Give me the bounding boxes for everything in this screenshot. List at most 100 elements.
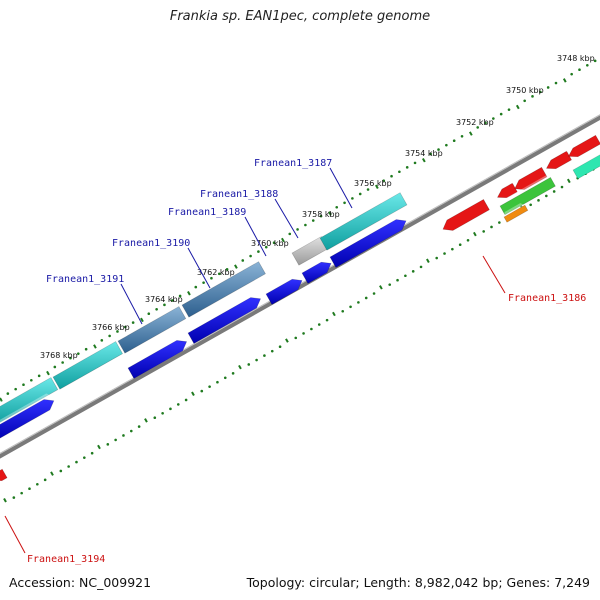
scale-dot [84, 347, 88, 351]
gene-aqua-1-bevel [573, 151, 600, 170]
scale-major-tick [562, 78, 567, 83]
scale-dot [460, 134, 464, 138]
scale-dot [531, 95, 534, 98]
scale-dot [545, 194, 548, 198]
scale-dot [404, 274, 407, 278]
scale-major-tick [281, 237, 285, 243]
scale-dot [310, 327, 313, 331]
gene-blue-2-bevel [128, 334, 184, 368]
topology-stats: Topology: circular; Length: 8,982,042 bp… [246, 575, 590, 590]
scale-major-tick [3, 498, 7, 503]
scale-dot [294, 336, 298, 340]
scale-dot [178, 294, 182, 298]
scale-dot [388, 283, 392, 286]
scale-dot [36, 482, 39, 486]
scale-dot [210, 276, 213, 280]
scale-dot [578, 68, 581, 72]
scale-major-tick [97, 444, 101, 450]
scale-major-tick [50, 471, 54, 476]
scale-major-tick [140, 317, 144, 323]
scale-dot [413, 161, 417, 165]
gene-blue-4 [265, 278, 303, 305]
gene-labels: Franean1_3187 Franean1_3188 Franean1_318… [27, 158, 586, 565]
scale-major-tick [187, 291, 191, 296]
scale-dot [570, 72, 573, 76]
scale-dot [225, 268, 229, 271]
scale-dot [161, 411, 164, 415]
leader-franean1-3194 [4, 515, 26, 554]
gene-aqua-1 [572, 154, 600, 180]
scale-dot [37, 374, 41, 378]
scale-dot [319, 214, 323, 218]
accession-text: Accession: NC_009921 [9, 575, 152, 590]
scale-dot [247, 363, 251, 366]
scale-major-tick [515, 104, 520, 110]
scale-dot [458, 243, 462, 247]
scale-dot [349, 305, 352, 309]
gene-franean1-3194-fwd-bevel [0, 375, 51, 407]
gene-label-franean1-3190: Franean1_3190 [112, 238, 190, 249]
scale-dot [560, 185, 564, 189]
scale-dot [59, 469, 63, 473]
gene-red-5 [567, 134, 600, 158]
gene-red-2-bevel [495, 181, 513, 193]
scale-dot [129, 429, 133, 433]
scale-major-tick [191, 391, 195, 397]
scale-dot [61, 361, 64, 364]
gene-franean1-3189-block [301, 261, 332, 284]
scale-dot [335, 205, 339, 209]
scale-major-tick [46, 370, 50, 376]
scale-dot [357, 301, 360, 304]
scale-dot [490, 225, 493, 229]
scale-dot [170, 299, 174, 302]
scale-dot [20, 491, 23, 495]
gene-red-3 [514, 166, 548, 190]
scale-dot [443, 252, 446, 255]
scale-dot [529, 203, 532, 207]
scale-dot [451, 247, 454, 251]
gene-label-franean1-3187: Franean1_3187 [254, 158, 332, 169]
scale-dot [90, 451, 94, 455]
leader-franean1-3190 [187, 247, 211, 289]
scale-dot [419, 265, 423, 269]
gene-franean1-3188-block-bevel [292, 234, 322, 253]
gene-blue-1-bevel [0, 393, 51, 425]
scale-dot [263, 354, 266, 357]
gene-franean1-3186-block [442, 198, 490, 231]
gene-blue-3 [187, 297, 262, 344]
gene-franean1-3189-block-bevel [302, 256, 329, 273]
scale-dot [100, 339, 104, 342]
scale-dot [123, 325, 127, 329]
scale-major-tick [328, 211, 332, 216]
scale-dot [586, 63, 589, 67]
gene-franean1-3190-block-bevel [182, 259, 259, 305]
gene-blue-2 [127, 340, 188, 379]
scale-dot [546, 86, 550, 89]
scale-dot [593, 59, 597, 63]
gene-orange-1 [503, 204, 529, 223]
gene-green-1 [499, 177, 556, 216]
gene-blue-1 [0, 399, 55, 439]
scale-dot [304, 223, 307, 227]
scale-dot [288, 232, 292, 236]
gene-franean1-3187-block [319, 192, 408, 251]
gene-franean1-3187-block-bevel [320, 190, 401, 238]
scale-dot [272, 241, 276, 245]
scale-dot [83, 456, 86, 459]
genome-backbone [0, 115, 600, 459]
scale-dot [106, 443, 110, 446]
scale-dot [14, 387, 17, 391]
scale-dot [278, 345, 282, 349]
scale-major-tick [285, 338, 289, 343]
scale-dot [466, 238, 470, 242]
gene-label-franean1-3188: Franean1_3188 [200, 189, 278, 200]
scale-dot [77, 352, 80, 355]
scale-major-tick [468, 131, 473, 136]
scale-dot [364, 296, 368, 300]
scale-major-tick [0, 397, 3, 402]
tick-label-3764: 3764 kbp [145, 295, 183, 304]
scale-dot [217, 272, 221, 276]
scale-dot [296, 228, 299, 231]
scale-major-tick [375, 184, 379, 190]
gene-red-3-bevel [512, 165, 542, 184]
